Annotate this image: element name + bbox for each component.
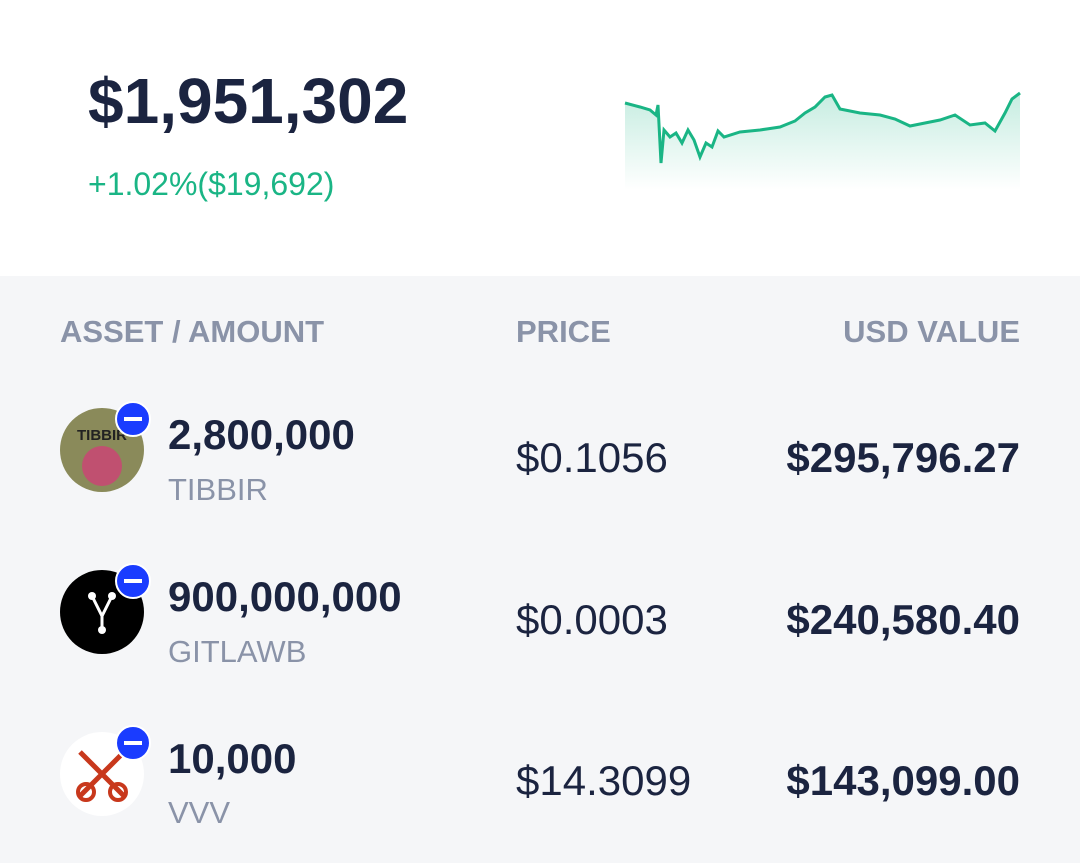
total-balance: $1,951,302 [88,65,409,137]
usd-value: $240,580.40 [786,596,1020,643]
usd-value: $295,796.27 [786,434,1020,481]
change-amount: ($19,692) [197,166,335,202]
sparkline [624,91,1021,190]
amount: 10,000 [168,735,297,782]
sparkline-area [625,93,1020,190]
amount: 900,000,000 [168,573,402,620]
symbol: TIBBIR [168,472,268,507]
amount: 2,800,000 [168,411,355,458]
usd-value: $143,099.00 [786,757,1020,804]
sparkline-line [624,91,1021,164]
icon-label: TIBBIR [77,427,127,444]
header-asset: ASSET / AMOUNT [60,314,325,349]
price: $14.3099 [516,757,692,804]
price: $0.1056 [516,434,668,481]
symbol: VVV [168,795,231,830]
symbol: GITLAWB [168,634,307,669]
price: $0.0003 [516,596,668,643]
header-price: PRICE [516,314,611,349]
badge [115,401,151,437]
badge [115,563,151,599]
header-value: USD VALUE [843,314,1020,349]
change-percent: +1.02% [88,166,198,202]
change: +1.02%($19,692) [88,166,334,203]
badge [115,725,151,761]
